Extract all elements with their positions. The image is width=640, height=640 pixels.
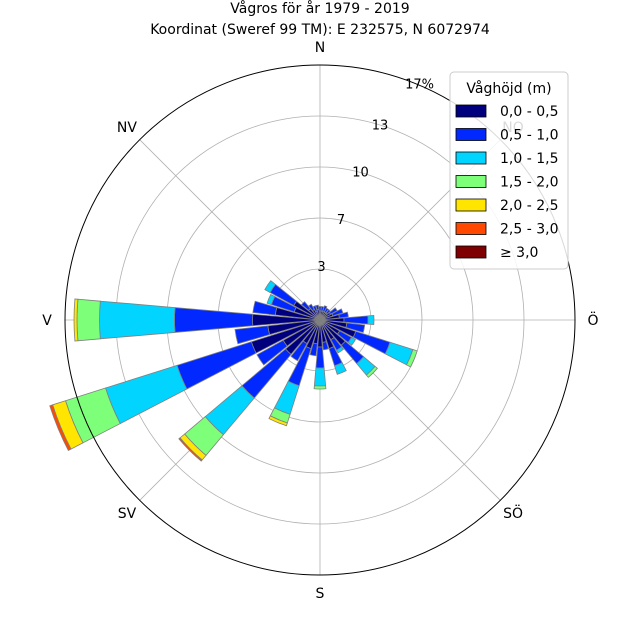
direction-label-ö: Ö [587,311,598,329]
bar-dir-225-bin-5 [178,437,203,462]
bar-dir-303.75-bin-2 [264,280,277,294]
bar-dir-270-bin-4 [73,298,79,342]
bar-dir-180-bin-2 [313,367,327,387]
radial-tick-label-3: 13 [372,119,389,134]
direction-label-sö: SÖ [503,504,523,522]
bar-dir-146.25-bin-2 [336,346,344,354]
chart-subtitle: Koordinat (Sweref 99 TM): E 232575, N 60… [150,22,490,38]
polar-frame [64,64,576,576]
bar-dir-236.25-bin-1 [256,339,288,366]
bar-dir-213.75-bin-1 [290,340,308,362]
bar-dir-292.5-bin-2 [266,293,276,306]
legend-entry-1: 0,5 - 1,0 [500,128,558,144]
bar-dir-56.25-bin-1 [328,307,338,315]
legend: Våghöjd (m) 0,0 - 0,5 0,5 - 1,0 1,0 - 1,5 1… [449,71,569,270]
legend-swatch-6 [455,245,487,259]
radial-tick-label-1: 7 [337,213,345,228]
legend-box [449,71,569,270]
legend-entry-2: 1,0 - 1,5 [500,151,558,167]
legend-swatch-5 [455,222,487,235]
bar-dir-180-bin-1 [315,346,325,369]
rose-bars [49,280,418,462]
bar-dir-123.75-bin-2 [347,336,357,346]
legend-swatch-1 [455,128,487,141]
grid-spoke-7 [139,139,321,321]
direction-label-n: N [315,40,325,56]
direction-label-v: V [42,313,52,329]
bar-dir-270-bin-3 [76,298,101,342]
bar-dir-112.5-bin-3 [406,348,418,368]
bar-dir-78.75-bin-1 [338,311,349,319]
bar-dir-22.5-bin-1 [322,305,328,313]
bar-dir-157.5-bin-2 [334,362,347,375]
legend-swatch-3 [455,175,487,188]
axis-labels: NNOÖSÖSSVVNV37101317% [42,40,598,602]
legend-items: 0,0 - 0,5 0,5 - 1,0 1,0 - 1,5 1,5 - 2,0 2,0 … [455,104,558,261]
bar-dir-180-bin-3 [313,385,327,390]
bar-dir-247.5-bin-5 [49,404,72,452]
bar-dir-270-bin-2 [99,300,176,340]
direction-label-nv: NV [117,120,137,136]
legend-swatch-4 [455,198,487,212]
bar-dir-90-bin-2 [367,314,375,326]
direction-label-sv: SV [118,506,137,522]
legend-entry-3: 1,5 - 2,0 [500,175,558,191]
legend-swatch-0 [455,104,487,118]
legend-entry-5: 2,5 - 3,0 [500,222,558,238]
radial-tick-label-4: 17% [405,77,434,92]
bar-dir-168.75-bin-1 [322,341,329,351]
bar-dir-315-bin-1 [301,301,311,311]
legend-title: Våghöjd (m) [466,80,551,97]
legend-entry-6: ≥ 3,0 [500,245,538,261]
bar-dir-326.25-bin-1 [308,303,315,312]
bar-dir-191.25-bin-1 [309,342,318,357]
radial-tick-label-0: 3 [317,260,325,275]
bar-dir-135-bin-3 [365,365,378,378]
bar-dir-67.5-bin-1 [331,308,344,317]
radial-tick-label-2: 10 [352,166,369,181]
bar-dir-281.25-bin-1 [252,300,278,316]
legend-swatch-2 [455,151,487,165]
legend-entry-0: 0,0 - 0,5 [500,104,558,120]
direction-label-s: S [316,586,325,602]
bar-dir-258.75-bin-1 [234,325,271,345]
legend-entry-4: 2,0 - 2,5 [500,198,558,214]
bar-dir-348.75-bin-1 [315,304,320,311]
chart-title: Vågros för år 1979 - 2019 [230,0,409,17]
bar-dir-101.25-bin-1 [345,322,366,334]
bar-dir-202.5-bin-4 [268,415,288,427]
